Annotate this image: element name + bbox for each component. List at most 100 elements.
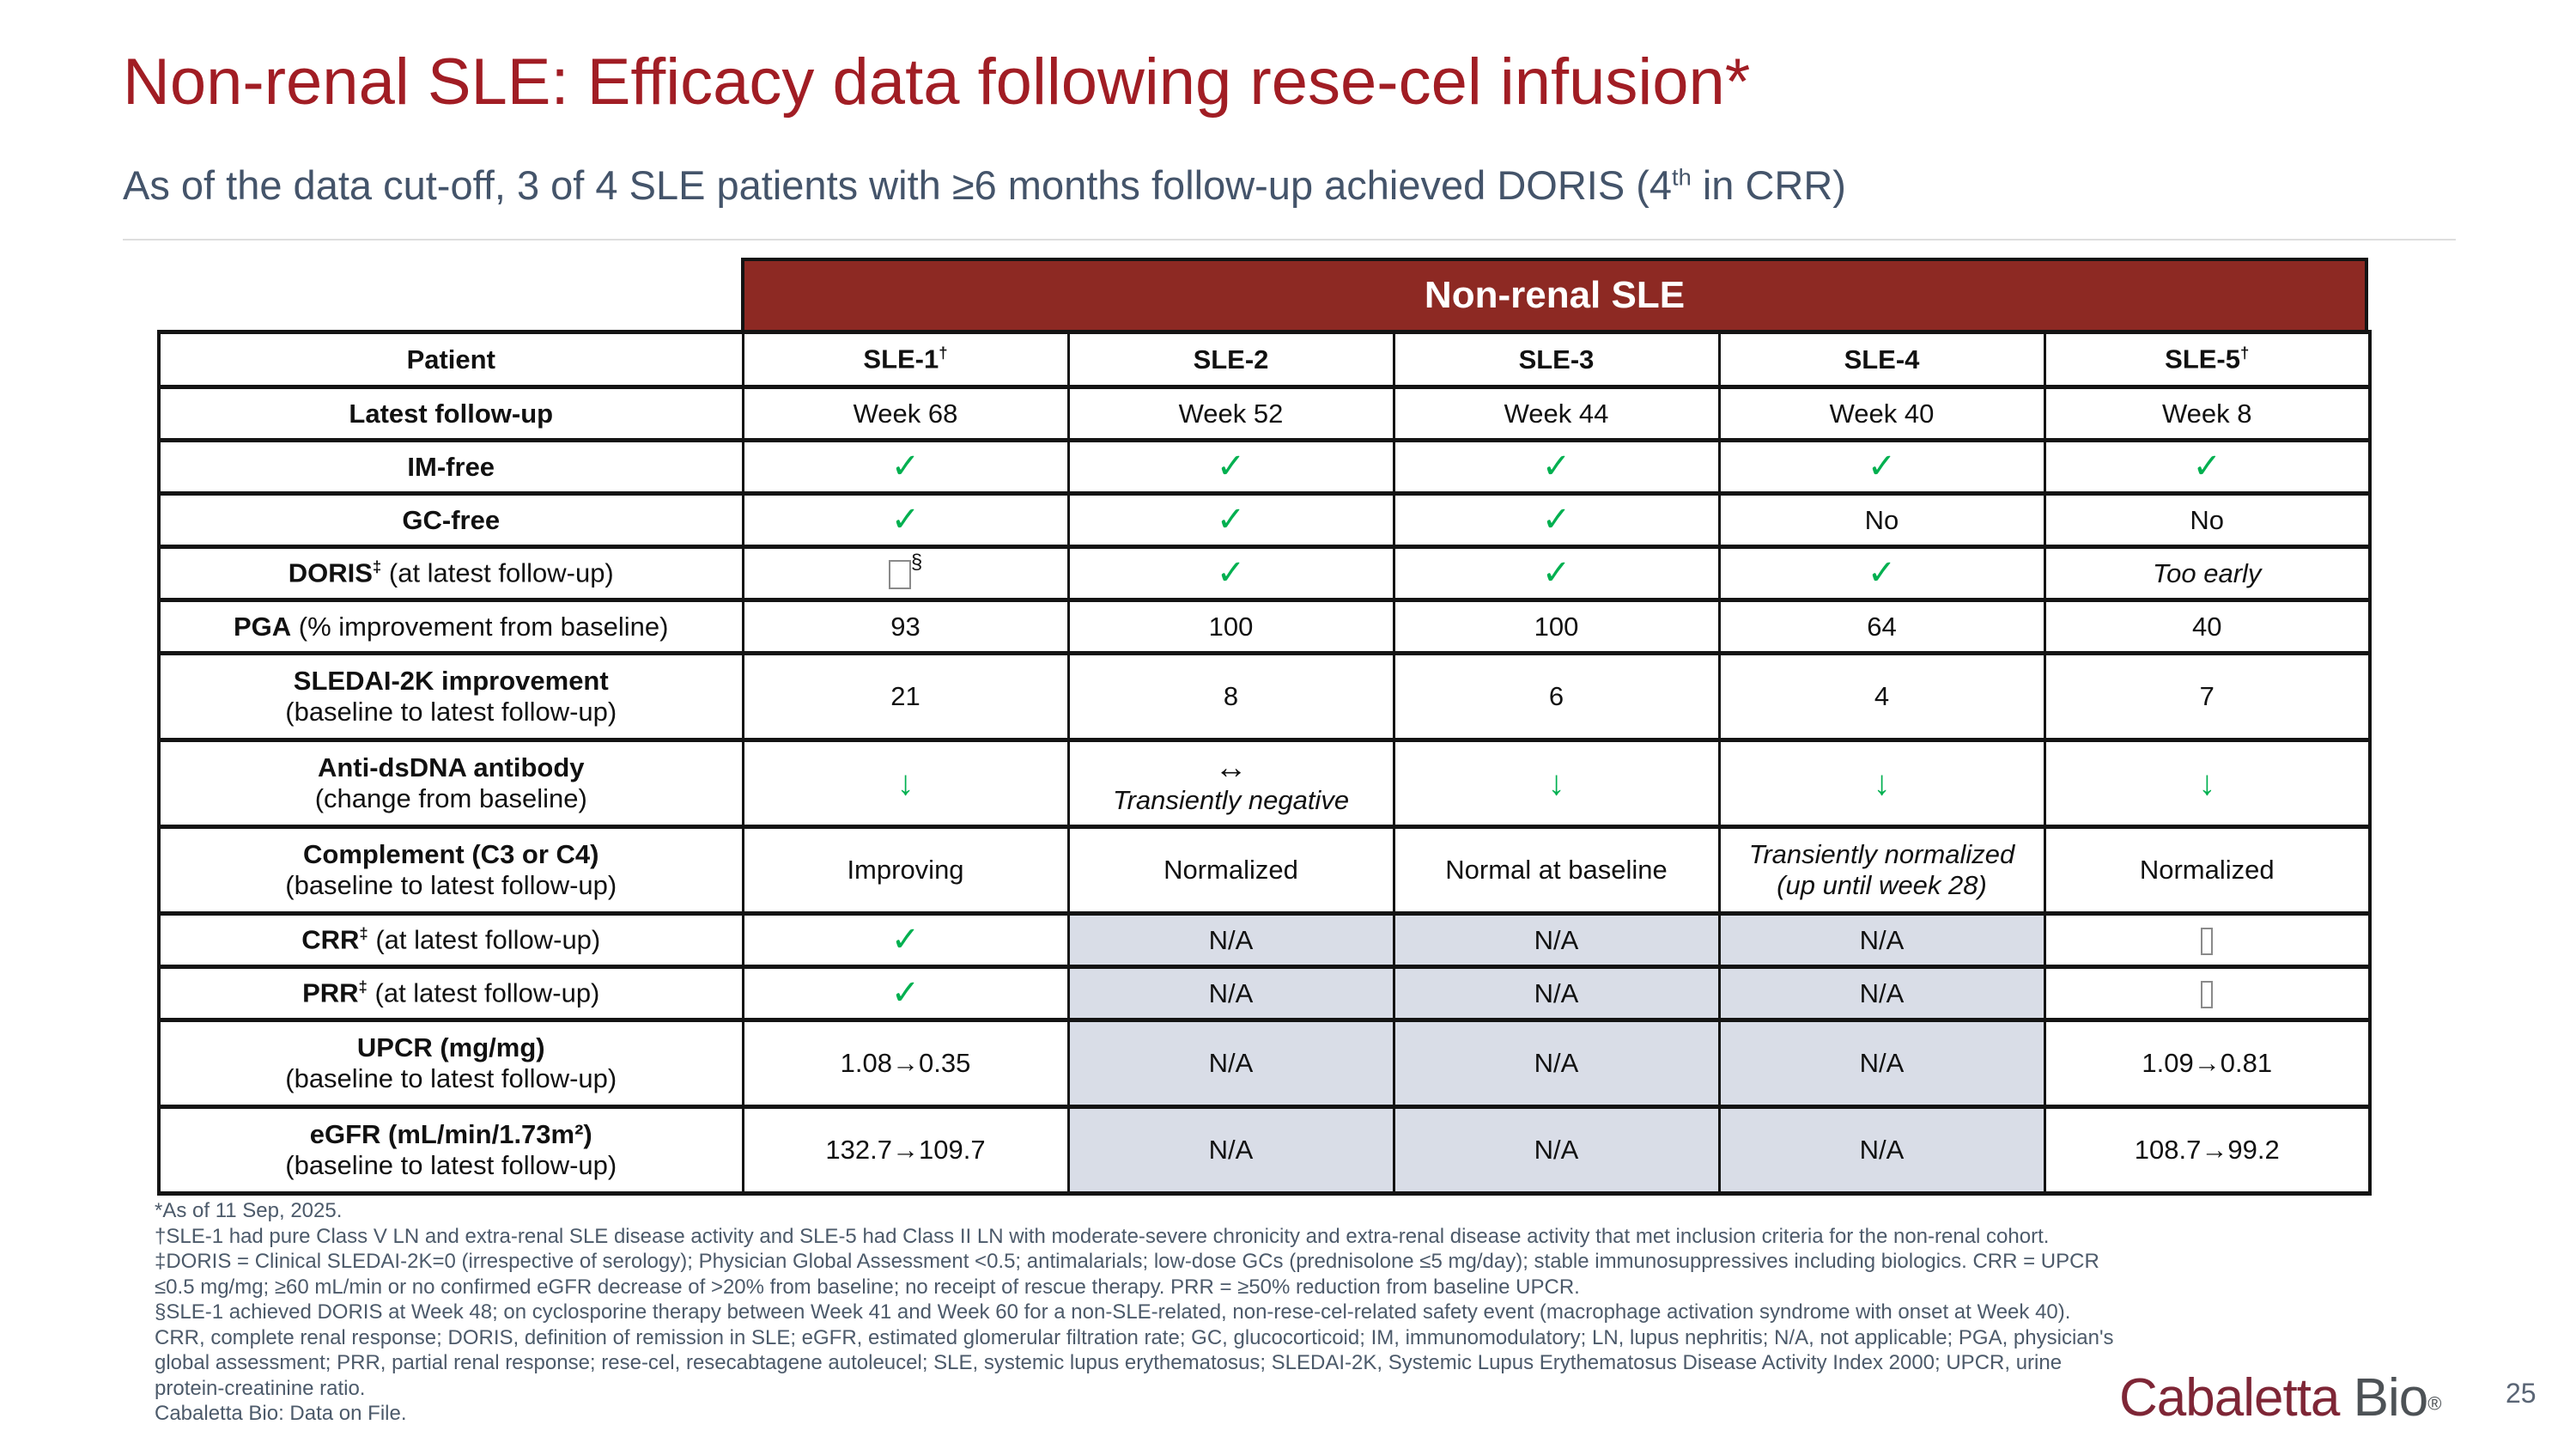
cell-value: N/A: [1534, 924, 1579, 955]
arrow-down-icon: ↓: [1547, 764, 1565, 802]
cell-value: Week 68: [853, 398, 958, 429]
cell-sledai-2k-sle-3: 6: [1392, 651, 1721, 742]
cell-value: Normalized: [1163, 855, 1298, 885]
cell-crr-sle-3: N/A: [1392, 911, 1721, 969]
row-label-note: (at latest follow-up): [381, 557, 614, 588]
cell-prr-sle-3: N/A: [1392, 965, 1721, 1022]
cell-value: Transiently normalized: [1748, 839, 2015, 869]
cell-value: 64: [1867, 611, 1897, 642]
column-header-sle-2: SLE-2: [1066, 330, 1395, 389]
cell-im-free-sle-3: ✓: [1392, 438, 1721, 496]
table-row-latest-follow-up: Latest follow-up Week 68 Week 52 Week 44 Wee…: [157, 385, 2372, 442]
cell-sledai-2k-sle-5: 7: [2043, 651, 2372, 742]
arrow-leftright-icon: ↔: [1214, 749, 1248, 786]
row-label-sledai-2k: SLEDAI-2K improvement (baseline to latest…: [157, 651, 744, 742]
cell-value: 100: [1534, 611, 1579, 642]
arrow-down-icon: ↓: [2198, 764, 2216, 802]
cell-value: N/A: [1859, 1135, 1905, 1165]
cell-prr-sle-5: [2043, 965, 2372, 1022]
column-header-sle-1: SLE-1†: [741, 330, 1070, 389]
checkmark-icon: ✓: [890, 921, 920, 959]
table-row-gc-free: GC-free ✓ ✓ ✓ No No: [157, 491, 2372, 549]
table-row-complement: Complement (C3 or C4) (baseline to latest…: [157, 825, 2372, 916]
cell-egfr-sle-3: N/A: [1392, 1105, 1721, 1196]
row-label-upcr: UPCR (mg/mg) (baseline to latest follow-u…: [157, 1018, 744, 1109]
cell-value-line2: (up until week 28): [1777, 870, 1987, 900]
row-label-anti-dsdna: Anti-dsDNA antibody (change from baseline…: [157, 738, 744, 829]
cell-value: 40: [2192, 611, 2222, 642]
table-row-pga: PGA (% improvement from baseline) 93 100 10…: [157, 598, 2372, 655]
cell-value: N/A: [1534, 1135, 1579, 1165]
footnote-line: †SLE-1 had pure Class V LN and extra-ren…: [155, 1224, 2050, 1248]
cell-crr-sle-5: [2043, 911, 2372, 969]
arrow-down-icon: ↓: [1873, 764, 1891, 802]
row-label-note: (at latest follow-up): [368, 924, 601, 955]
cell-crr-sle-2: N/A: [1066, 911, 1395, 969]
cell-value: Too early: [2153, 557, 2262, 588]
cell-crr-sle-1: ✓: [741, 911, 1070, 969]
cell-egfr-sle-1: 132.7→109.7: [741, 1105, 1070, 1196]
checkmark-icon: ✓: [1541, 501, 1571, 539]
table-header-row: Patient SLE-1† SLE-2 SLE-3 SLE-4 SLE-5†: [157, 330, 2372, 389]
row-label-im-free: IM-free: [157, 438, 744, 496]
cell-value: N/A: [1208, 1048, 1254, 1078]
row-label-note: (at latest follow-up): [367, 977, 600, 1008]
checkmark-icon: ✓: [1541, 554, 1571, 592]
cell-complement-sle-1: Improving: [741, 825, 1070, 916]
row-label-crr: CRR‡ (at latest follow-up): [157, 911, 744, 969]
cell-egfr-sle-2: N/A: [1066, 1105, 1395, 1196]
efficacy-table: Patient SLE-1† SLE-2 SLE-3 SLE-4 SLE-5† Lates…: [157, 330, 2372, 1196]
table-row-im-free: IM-free ✓ ✓ ✓ ✓ ✓: [157, 438, 2372, 496]
cell-prr-sle-2: N/A: [1066, 965, 1395, 1022]
cell-value: N/A: [1859, 924, 1905, 955]
cell-sledai-2k-sle-1: 21: [741, 651, 1070, 742]
cell-gc-free-sle-4: No: [1717, 491, 2046, 549]
row-label-line2: (baseline to latest follow-up): [285, 870, 617, 900]
cell-value: Week 8: [2161, 398, 2252, 429]
cell-prr-sle-4: N/A: [1717, 965, 2046, 1022]
row-label-bold: PGA: [233, 611, 292, 642]
cell-value: N/A: [1534, 1048, 1579, 1078]
cell-sledai-2k-sle-4: 4: [1717, 651, 2046, 742]
logo-brand-text: Cabaletta: [2119, 1368, 2340, 1428]
cell-value: N/A: [1859, 1048, 1905, 1078]
row-label-bold: GC-free: [402, 504, 501, 535]
row-label-bold: DORIS: [288, 557, 373, 588]
cell-value: 93: [890, 611, 920, 642]
column-header-sle-4: SLE-4: [1717, 330, 2046, 389]
page-title: Non-renal SLE: Efficacy data following r…: [123, 46, 1751, 119]
cell-pga-sle-2: 100: [1066, 598, 1395, 655]
cell-doris-sle-4: ✓: [1717, 545, 2046, 602]
row-label-complement: Complement (C3 or C4) (baseline to latest…: [157, 825, 744, 916]
cell-upcr-sle-4: N/A: [1717, 1018, 2046, 1109]
cell-value: 8: [1223, 681, 1239, 711]
cell-value: N/A: [1208, 1135, 1254, 1165]
row-label-line2: (change from baseline): [314, 783, 587, 813]
column-header-sle-3: SLE-3: [1392, 330, 1721, 389]
cell-gc-free-sle-1: ✓: [741, 491, 1070, 549]
cell-latest-follow-up-sle-5: Week 8: [2043, 385, 2372, 442]
cell-value: Normalized: [2139, 855, 2275, 885]
cell-egfr-sle-5: 108.7→99.2: [2043, 1105, 2372, 1196]
cell-value: 100: [1208, 611, 1254, 642]
registered-trademark-icon: ®: [2427, 1392, 2442, 1415]
table-banner: Non-renal SLE: [741, 258, 2368, 330]
table-row-prr: PRR‡ (at latest follow-up) ✓ N/A N/A N/A: [157, 965, 2372, 1022]
missing-glyph-box-icon: [888, 559, 911, 589]
checkmark-icon: ✓: [1867, 447, 1897, 485]
cell-anti-dsdna-sle-5: ↓: [2043, 738, 2372, 829]
cell-anti-dsdna-sle-1: ↓: [741, 738, 1070, 829]
table-row-sledai-2k: SLEDAI-2K improvement (baseline to latest…: [157, 651, 2372, 742]
double-dagger-icon: ‡: [372, 557, 382, 576]
row-label-bold: CRR: [301, 924, 360, 955]
cell-complement-sle-3: Normal at baseline: [1392, 825, 1721, 916]
checkmark-icon: ✓: [1216, 447, 1246, 485]
row-label-bold: SLEDAI-2K improvement: [293, 666, 609, 696]
cell-doris-sle-1: §: [741, 545, 1070, 602]
checkmark-icon: ✓: [2192, 447, 2221, 485]
row-label-line2: (baseline to latest follow-up): [285, 1063, 617, 1093]
row-label-bold: Complement (C3 or C4): [303, 839, 599, 869]
row-label-bold: PRR: [302, 977, 359, 1008]
cell-complement-sle-4: Transiently normalized (up until week 28): [1717, 825, 2046, 916]
